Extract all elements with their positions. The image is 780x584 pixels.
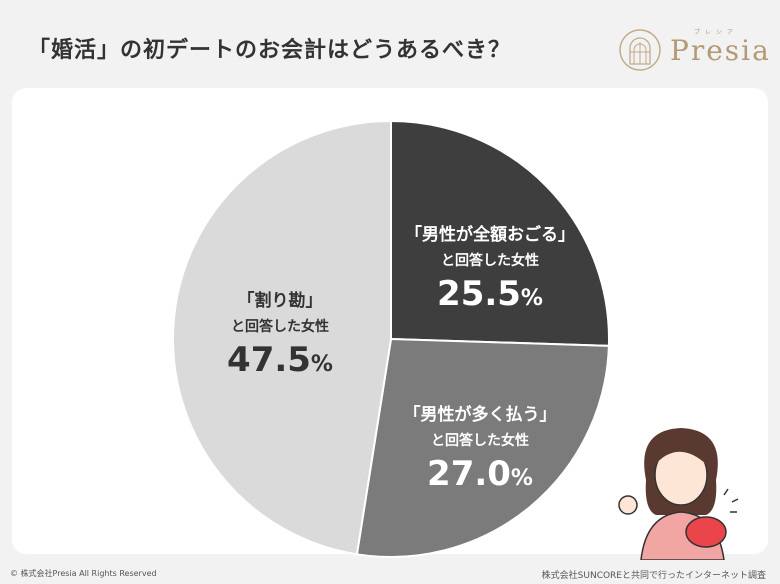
logo-kana: プレシア xyxy=(694,28,739,36)
slice-value: 47.5% xyxy=(227,340,333,380)
slice-value: 27.0% xyxy=(427,454,533,494)
slice-category: 「男性が全額おごる」 xyxy=(405,225,575,245)
slice-label-split: 「割り勘」 と回答した女性 47.5% xyxy=(180,286,380,380)
pie-slice-1 xyxy=(355,337,610,558)
pie-slice-2 xyxy=(172,119,392,556)
copyright: © 株式会社Presia All Rights Reserved xyxy=(10,569,157,578)
pie-slice-0 xyxy=(390,119,610,347)
slice-value: 25.5% xyxy=(437,274,543,314)
slice-category: 「割り勘」 xyxy=(237,291,323,311)
source-note: 株式会社SUNCOREと共同で行ったインターネット調査 xyxy=(541,571,766,581)
page-title: 「婚活」の初デートのお会計はどうあるべき？ xyxy=(28,38,512,63)
woman-with-purse-illustration xyxy=(618,428,739,560)
slice-sub: と回答した女性 xyxy=(231,319,329,335)
slice-category: 「男性が多く払う」 xyxy=(403,405,557,425)
presia-logo: プレシア Presia xyxy=(618,28,771,72)
slice-label-full-pay: 「男性が全額おごる」 と回答した女性 25.5% xyxy=(380,220,600,314)
logo-text: Presia xyxy=(670,33,771,67)
slice-sub: と回答した女性 xyxy=(431,433,529,449)
window-arch-icon xyxy=(619,29,661,71)
slice-sub: と回答した女性 xyxy=(441,253,539,269)
slice-label-pay-more: 「男性が多く払う」 と回答した女性 27.0% xyxy=(370,400,590,494)
